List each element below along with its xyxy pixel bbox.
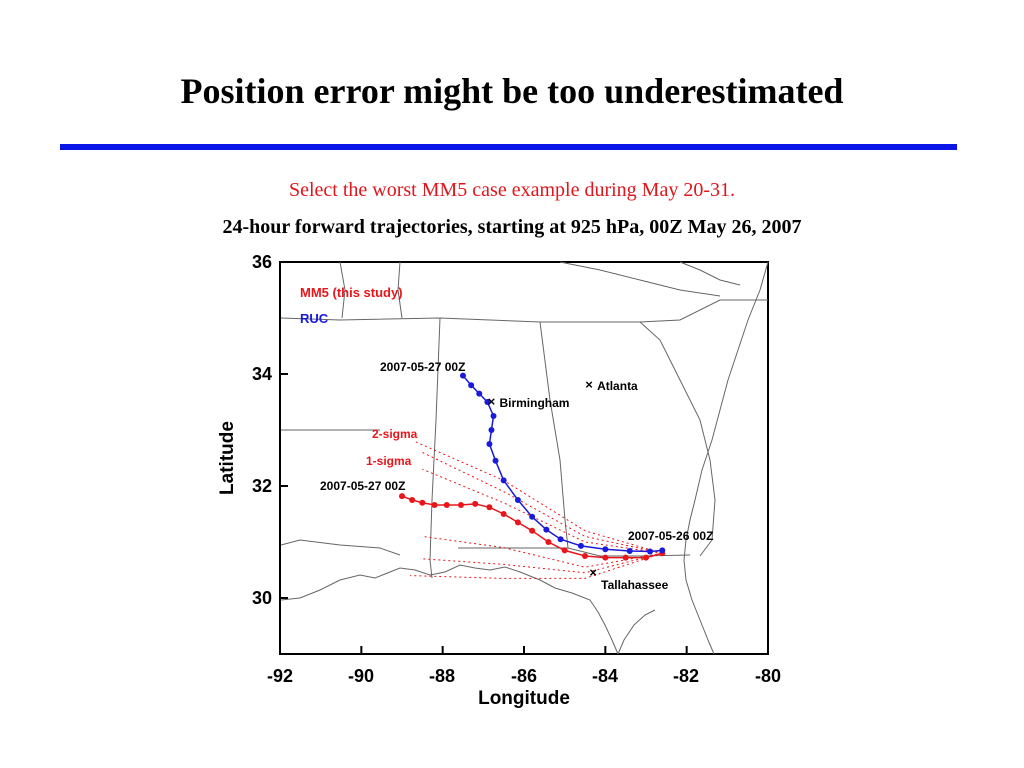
city-label: Atlanta <box>597 379 638 393</box>
x-axis-label: Longitude <box>478 688 570 709</box>
x-tick-label: -92 <box>267 666 293 686</box>
two-sigma-label: 2-sigma <box>372 427 418 441</box>
ruc-track-point <box>490 413 497 419</box>
y-axis-label: Latitude <box>217 421 238 495</box>
ruc-track-point <box>602 546 609 553</box>
sigma-curve <box>422 552 663 574</box>
y-tick-label: 30 <box>252 588 272 608</box>
ruc-track-point <box>468 382 475 389</box>
x-tick-label: -84 <box>592 666 618 686</box>
ruc-track-point <box>543 526 550 533</box>
sigma-curve <box>422 451 663 554</box>
mm5-track-point <box>545 539 552 545</box>
city-marker-icon: × <box>589 565 597 580</box>
mm5-track-point <box>561 547 568 554</box>
x-tick-labels: -92 -90 -88 -86 -84 -82 -80 <box>267 666 781 686</box>
mm5-track-point <box>582 553 588 559</box>
axis-ticks <box>279 261 769 654</box>
ruc-track-point <box>486 441 493 447</box>
ruc-track-point <box>488 427 495 433</box>
sigma-curve <box>413 440 663 554</box>
ruc-track-point <box>500 477 507 484</box>
mm5-track-point <box>399 493 405 500</box>
mm5-track-point <box>486 504 493 511</box>
slide-title: Position error might be too underestimat… <box>180 71 844 111</box>
legend-ruc: RUC <box>300 311 329 326</box>
y-tick-label: 36 <box>252 252 272 272</box>
ruc-track-point <box>626 547 633 554</box>
mm5-track-point <box>514 519 521 526</box>
figure-caption: 24-hour forward trajectories, starting a… <box>222 216 802 238</box>
y-tick-label: 32 <box>252 476 272 496</box>
ruc-track-point <box>577 542 584 549</box>
ruc-track-point <box>529 513 536 520</box>
sigma-curve <box>422 535 663 568</box>
ruc-track-point <box>514 497 521 503</box>
mm5-track-point <box>431 502 438 509</box>
x-tick-label: -86 <box>511 666 537 686</box>
title-divider <box>60 144 957 150</box>
slide-subtitle: Select the worst MM5 case example during… <box>288 179 735 201</box>
mm5-track-point <box>643 554 649 561</box>
ruc-track-point <box>557 536 564 543</box>
mm5-track-point <box>443 502 450 509</box>
y-tick-labels: 36 34 32 30 <box>252 252 272 608</box>
x-tick-label: -90 <box>348 666 374 686</box>
start-label: 2007-05-26 00Z <box>628 529 713 543</box>
sigma-envelopes <box>410 440 663 579</box>
ruc-track-point <box>484 399 491 405</box>
sigma-curve <box>410 552 663 579</box>
mm5-end-label: 2007-05-27 00Z <box>320 479 405 493</box>
legend-mm5: MM5 (this study) <box>300 285 403 300</box>
city-label: Birmingham <box>499 396 569 410</box>
ruc-track-point <box>647 548 654 555</box>
mm5-track-point <box>500 511 507 517</box>
city-label: Tallahassee <box>601 578 668 592</box>
ruc-track-point <box>460 372 466 379</box>
one-sigma-label: 1-sigma <box>366 454 412 468</box>
mm5-track-point <box>457 502 464 509</box>
mm5-track-point <box>529 527 536 534</box>
ruc-track-point <box>659 547 666 554</box>
trajectory-tracks <box>399 372 666 561</box>
mm5-track-point <box>472 500 479 507</box>
mm5-track-point <box>409 497 416 503</box>
mm5-track-point <box>602 554 609 561</box>
x-tick-label: -82 <box>673 666 699 686</box>
mm5-track-point <box>622 554 629 561</box>
y-tick-label: 34 <box>252 364 272 384</box>
ruc-track-point <box>492 457 499 464</box>
city-marker-icon: × <box>488 394 496 409</box>
ruc-track-point <box>476 390 483 397</box>
mm5-track-point <box>419 499 426 506</box>
city-marker-icon: × <box>585 377 593 392</box>
x-tick-label: -80 <box>755 666 781 686</box>
city-markers: × Atlanta× Birmingham×Tallahassee <box>488 377 669 592</box>
ruc-end-label: 2007-05-27 00Z <box>380 360 465 374</box>
x-tick-label: -88 <box>429 666 455 686</box>
map-frame <box>279 261 769 655</box>
